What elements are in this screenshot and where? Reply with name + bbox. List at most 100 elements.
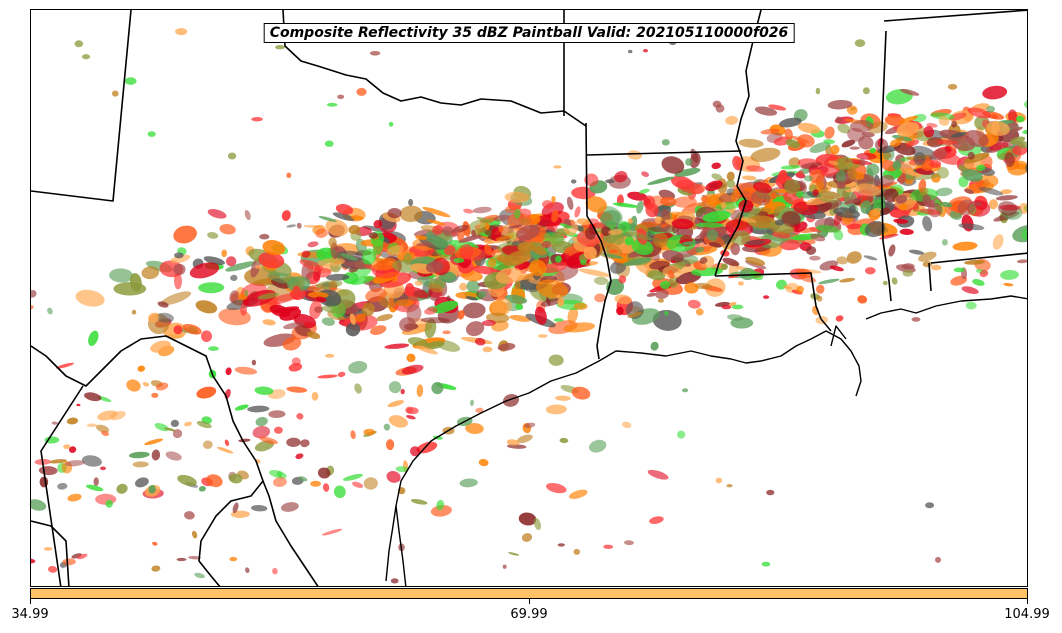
reflectivity-blob [198, 282, 225, 294]
reflectivity-blob [901, 263, 915, 270]
reflectivity-blob [387, 208, 402, 219]
reflectivity-blob [555, 395, 571, 401]
reflectivity-cell [737, 281, 744, 286]
reflectivity-blob [272, 567, 278, 575]
reflectivity-blob [195, 300, 218, 314]
reflectivity-blob [982, 85, 1008, 100]
reflectivity-blob [350, 430, 356, 440]
barrier-islands [385, 505, 397, 582]
reflectivity-blob [348, 224, 361, 235]
reflectivity-cell [882, 280, 888, 286]
reflectivity-blob [142, 382, 150, 387]
reflectivity-blob [616, 306, 624, 316]
reflectivity-cell [849, 146, 860, 150]
reflectivity-blob [900, 88, 920, 96]
reflectivity-blob [465, 321, 485, 337]
reflectivity-blob [298, 476, 308, 482]
reflectivity-blob [362, 248, 377, 265]
reflectivity-blob [307, 331, 321, 340]
reflectivity-blob [555, 255, 562, 263]
reflectivity-blob [627, 218, 633, 224]
reflectivity-blob [376, 314, 393, 322]
reflectivity-blob [833, 229, 844, 241]
reflectivity-cell [174, 252, 184, 259]
reflectivity-blob [471, 265, 499, 275]
reflectivity-blob [286, 224, 297, 228]
reflectivity-blob [413, 229, 432, 237]
colorbar-label-min: 34.99 [11, 607, 49, 622]
reflectivity-cell [112, 90, 119, 97]
reflectivity-blob [816, 284, 825, 294]
reflectivity-blob [348, 267, 359, 273]
reflectivity-blob [517, 434, 533, 444]
reflectivity-blob [188, 555, 201, 560]
reflectivity-blob [751, 190, 771, 206]
reflectivity-blob [646, 292, 657, 297]
reflectivity-blob [295, 453, 304, 460]
reflectivity-cell [74, 40, 84, 48]
reflectivity-cell [227, 152, 237, 160]
reflectivity-blob [126, 379, 141, 392]
reflectivity-blob [745, 165, 765, 172]
reflectivity-blob [574, 206, 581, 218]
reflectivity-blob [779, 117, 802, 128]
reflectivity-blob [238, 438, 251, 443]
reflectivity-blob [557, 297, 565, 307]
reflectivity-blob [317, 257, 346, 267]
reflectivity-blob [173, 263, 186, 276]
reflectivity-blob [989, 142, 1009, 151]
reflectivity-blob [315, 296, 327, 303]
reflectivity-blob [896, 121, 920, 137]
reflectivity-blob [196, 386, 217, 399]
reflectivity-blob [342, 473, 363, 481]
reflectivity-blob [738, 199, 754, 213]
reflectivity-blob [652, 309, 682, 331]
reflectivity-blob [250, 258, 261, 278]
reflectivity-blob [1005, 126, 1023, 135]
colorbar-label-mid: 69.99 [510, 607, 548, 622]
reflectivity-blob [738, 138, 764, 148]
reflectivity-blob [109, 268, 134, 283]
reflectivity-blob [71, 553, 82, 559]
reflectivity-blob [988, 199, 998, 210]
reflectivity-blob [229, 290, 239, 303]
reflectivity-blob [650, 341, 659, 351]
reflectivity-blob [471, 229, 477, 238]
reflectivity-blob [291, 357, 301, 366]
reflectivity-blob [370, 325, 387, 335]
reflectivity-blob [580, 259, 587, 266]
reflectivity-blob [961, 169, 983, 182]
reflectivity-cell [538, 334, 548, 338]
reflectivity-blob [255, 416, 268, 427]
reflectivity-blob [745, 256, 766, 266]
reflectivity-blob [296, 413, 304, 420]
reflectivity-blob [410, 446, 420, 457]
reflectivity-blob [760, 128, 780, 135]
reflectivity-blob [476, 216, 493, 224]
reflectivity-blob [262, 319, 276, 326]
reflectivity-blob [328, 237, 337, 248]
reflectivity-blob [978, 186, 1004, 196]
reflectivity-blob [432, 238, 449, 249]
reflectivity-blob [280, 502, 299, 512]
reflectivity-blob [748, 271, 764, 281]
reflectivity-blob [506, 439, 520, 446]
reflectivity-blob [497, 343, 516, 351]
reflectivity-blob [546, 483, 567, 494]
reflectivity-blob [878, 174, 895, 187]
reflectivity-cell [935, 556, 941, 563]
ms-la-border [714, 272, 822, 320]
reflectivity-cell [131, 309, 137, 315]
reflectivity-blob [601, 226, 611, 236]
reflectivity-blob [658, 189, 676, 200]
reflectivity-blob [116, 483, 128, 494]
reflectivity-blob [38, 466, 58, 476]
reflectivity-blob [671, 218, 694, 230]
reflectivity-blob [784, 179, 801, 195]
reflectivity-cell [43, 547, 53, 551]
reflectivity-blob [225, 261, 257, 272]
reflectivity-blob [251, 504, 268, 512]
reflectivity-blob [259, 233, 270, 240]
reflectivity-blob [354, 313, 366, 323]
reflectivity-blob [702, 210, 731, 223]
